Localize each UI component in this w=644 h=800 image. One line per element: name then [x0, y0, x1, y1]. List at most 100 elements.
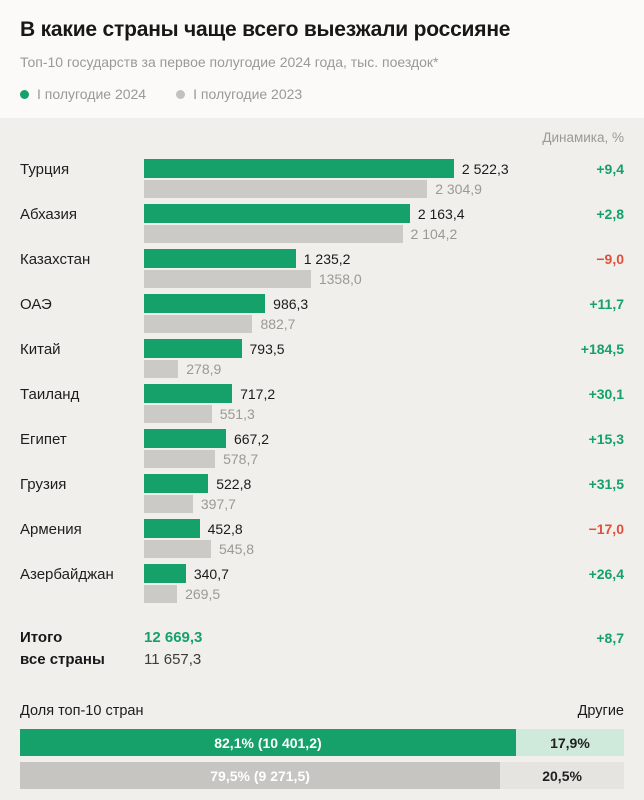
value-label-2023: 882,7	[260, 316, 296, 332]
bar-line-2024: 1 235,2	[144, 249, 560, 268]
country-label: Турция	[20, 161, 70, 178]
legend-dot-gray-icon	[176, 89, 186, 99]
bar-line-2024: 793,5	[144, 339, 560, 358]
value-label-2023: 2 104,2	[410, 226, 458, 242]
country-row: Казахстан 1 235,2 1358,0 −9,0	[20, 249, 624, 288]
bar-2023	[144, 540, 212, 558]
bar-line-2023: 397,7	[144, 495, 560, 513]
legend-label-2023: I полугодие 2023	[193, 86, 303, 102]
page-title: В какие страны чаще всего выезжали росси…	[20, 18, 511, 41]
country-row: Египет 667,2 578,7 +15,3	[20, 429, 624, 468]
bar-line-2024: 522,8	[144, 474, 560, 493]
bar-2024	[144, 474, 209, 493]
bar-2023	[144, 585, 178, 603]
dynamics-value: +31,5	[588, 476, 624, 492]
bar-2023	[144, 405, 212, 423]
bar-2023	[144, 270, 311, 288]
bar-2024	[144, 429, 226, 448]
bar-group: 2 163,4 2 104,2	[144, 204, 560, 243]
share-rest-label: 17,9%	[550, 734, 590, 751]
bar-2024	[144, 339, 242, 358]
bar-line-2023: 551,3	[144, 405, 560, 423]
bar-line-2023: 882,7	[144, 315, 560, 333]
share-main-segment: 82,1% (10 401,2)	[20, 729, 516, 756]
header: В какие страны чаще всего выезжали росси…	[0, 0, 644, 118]
country-label: Азербайджан	[20, 566, 114, 583]
bar-line-2024: 2 522,3	[144, 159, 560, 178]
share-section: Доля топ-10 стран Другие 82,1% (10 401,2…	[20, 703, 624, 789]
dynamics-column-header: Динамика, %	[542, 130, 624, 145]
bar-line-2023: 278,9	[144, 360, 560, 378]
country-label: Абхазия	[20, 206, 77, 223]
dynamics-value: +26,4	[588, 566, 624, 582]
country-row: Грузия 522,8 397,7 +31,5	[20, 474, 624, 513]
legend: I полугодие 2024 I полугодие 2023	[20, 86, 624, 106]
bar-line-2023: 1358,0	[144, 270, 560, 288]
bar-2023	[144, 315, 253, 333]
share-right-title: Другие	[577, 703, 624, 719]
bar-2024	[144, 159, 454, 178]
bar-group: 2 522,3 2 304,9	[144, 159, 560, 198]
total-value-2024: 12 669,3	[144, 629, 203, 646]
dynamics-value: −9,0	[596, 251, 624, 267]
bar-line-2023: 578,7	[144, 450, 560, 468]
share-rest-segment: 20,5%	[500, 762, 624, 789]
chart-panel: Динамика, % Турция 2 522,3 2 304,9 +9,4 Абха…	[0, 118, 644, 800]
value-label-2024: 986,3	[273, 295, 309, 312]
dynamics-value: +30,1	[588, 386, 624, 402]
bar-line-2023: 545,8	[144, 540, 560, 558]
bar-group: 793,5 278,9	[144, 339, 560, 378]
bar-group: 667,2 578,7	[144, 429, 560, 468]
value-label-2024: 452,8	[207, 520, 243, 537]
bar-group: 340,7 269,5	[144, 564, 560, 603]
share-titles: Доля топ-10 стран Другие	[20, 703, 624, 719]
legend-dot-green-icon	[20, 89, 29, 99]
bar-2024	[144, 519, 200, 538]
bar-2024	[144, 564, 186, 583]
share-main-label: 79,5% (9 271,5)	[210, 767, 310, 784]
bar-2023	[144, 225, 403, 243]
bar-group: 986,3 882,7	[144, 294, 560, 333]
dynamics-value: +9,4	[596, 161, 624, 177]
bar-line-2024: 717,2	[144, 384, 560, 403]
bar-group: 717,2 551,3	[144, 384, 560, 423]
country-row: Абхазия 2 163,4 2 104,2 +2,8	[20, 204, 624, 243]
bar-line-2024: 452,8	[144, 519, 560, 538]
total-label-line2: все страны	[20, 651, 105, 668]
bar-line-2023: 2 304,9	[144, 180, 560, 198]
dynamics-value: −17,0	[588, 521, 624, 537]
bar-2024	[144, 249, 296, 268]
legend-label-2024: I полугодие 2024	[37, 86, 147, 102]
value-label-2024: 340,7	[193, 565, 229, 582]
total-label-line1: Итого	[20, 629, 63, 646]
country-row: ОАЭ 986,3 882,7 +11,7	[20, 294, 624, 333]
legend-item-2024: I полугодие 2024	[20, 86, 146, 102]
country-label: Армения	[20, 521, 82, 538]
share-bar: 79,5% (9 271,5) 20,5%	[20, 762, 624, 789]
country-row: Турция 2 522,3 2 304,9 +9,4	[20, 159, 624, 198]
bar-line-2024: 667,2	[144, 429, 560, 448]
value-label-2023: 397,7	[200, 496, 236, 512]
value-label-2023: 278,9	[186, 361, 222, 377]
bar-2023	[144, 360, 179, 378]
country-label: Китай	[20, 341, 61, 358]
value-label-2024: 717,2	[240, 385, 276, 402]
bar-group: 1 235,2 1358,0	[144, 249, 560, 288]
value-label-2023: 2 304,9	[435, 181, 482, 197]
bar-2024	[144, 204, 410, 223]
total-label: Итого все страны	[20, 627, 144, 671]
total-value-2023: 11 657,3	[144, 651, 202, 668]
total-dynamics: +8,7	[596, 630, 624, 646]
bar-chart: Турция 2 522,3 2 304,9 +9,4 Абхазия 2 163,4 2 …	[20, 159, 624, 603]
bar-2023	[144, 180, 428, 198]
legend-item-2023: I полугодие 2023	[176, 86, 302, 102]
country-label: Таиланд	[20, 386, 80, 403]
value-label-2024: 667,2	[233, 430, 270, 447]
value-label-2024: 2 163,4	[417, 205, 465, 222]
subtitle: Топ-10 государств за первое полугодие 20…	[20, 54, 439, 70]
bar-line-2024: 2 163,4	[144, 204, 560, 223]
country-row: Армения 452,8 545,8 −17,0	[20, 519, 624, 558]
bar-2023	[144, 450, 216, 468]
value-label-2024: 1 235,2	[303, 250, 351, 267]
value-label-2023: 1358,0	[318, 271, 362, 287]
